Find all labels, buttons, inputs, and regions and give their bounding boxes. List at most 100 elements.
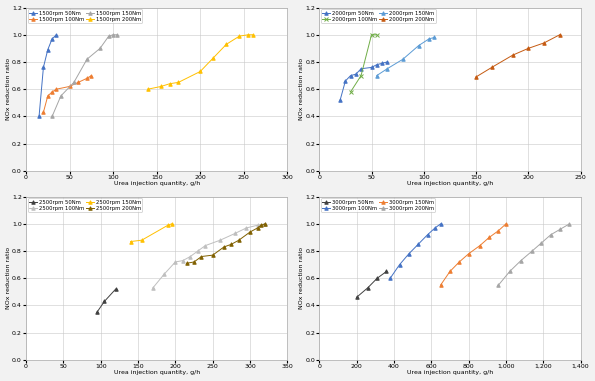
2000rpm 50Nm	[342, 79, 349, 83]
2500rpm 50Nm	[93, 310, 101, 315]
2500rpm 200Nm	[220, 245, 227, 249]
1500rpm 50Nm	[36, 114, 43, 118]
Line: 1500rpm 50Nm: 1500rpm 50Nm	[37, 33, 58, 118]
2000rpm 50Nm	[384, 60, 391, 64]
1500rpm 200Nm	[223, 42, 230, 46]
3000rpm 100Nm	[437, 222, 444, 226]
2000rpm 200Nm	[488, 65, 495, 70]
2000rpm 200Nm	[556, 32, 563, 37]
Line: 2000rpm 100Nm: 2000rpm 100Nm	[349, 33, 378, 94]
Y-axis label: NOx reduction ratio: NOx reduction ratio	[5, 247, 11, 309]
2500rpm 200Nm	[209, 253, 216, 258]
Line: 2500rpm 100Nm: 2500rpm 100Nm	[151, 222, 267, 290]
X-axis label: Urea injection quantity, g/h: Urea injection quantity, g/h	[114, 370, 200, 375]
1500rpm 200Nm	[175, 80, 182, 85]
1500rpm 50Nm	[40, 65, 47, 70]
1500rpm 200Nm	[236, 34, 243, 38]
2500rpm 100Nm	[243, 226, 250, 230]
1500rpm 150Nm	[83, 57, 90, 61]
Legend: 2000rpm 50Nm, 2000rpm 100Nm, 2000rpm 150Nm, 2000rpm 200Nm: 2000rpm 50Nm, 2000rpm 100Nm, 2000rpm 150…	[321, 9, 436, 23]
X-axis label: Urea injection quantity, g/h: Urea injection quantity, g/h	[407, 370, 493, 375]
Legend: 2500rpm 50Nm, 2500rpm 100Nm, 2500rpm 150Nm, 2500rpm 200Nm: 2500rpm 50Nm, 2500rpm 100Nm, 2500rpm 150…	[27, 198, 142, 212]
3000rpm 100Nm	[396, 263, 403, 267]
Y-axis label: NOx reduction ratio: NOx reduction ratio	[299, 58, 304, 120]
3000rpm 150Nm	[437, 283, 444, 287]
Line: 3000rpm 100Nm: 3000rpm 100Nm	[389, 222, 442, 280]
2500rpm 100Nm	[261, 222, 268, 226]
3000rpm 200Nm	[495, 283, 502, 287]
3000rpm 150Nm	[495, 228, 502, 233]
2500rpm 200Nm	[254, 226, 261, 230]
2500rpm 150Nm	[164, 223, 171, 227]
1500rpm 200Nm	[166, 82, 173, 86]
3000rpm 50Nm	[353, 295, 360, 299]
2500rpm 200Nm	[258, 223, 265, 227]
1500rpm 150Nm	[109, 32, 117, 37]
1500rpm 100Nm	[44, 94, 51, 98]
2000rpm 50Nm	[368, 65, 375, 70]
2500rpm 50Nm	[101, 299, 108, 304]
2000rpm 50Nm	[358, 66, 365, 71]
1500rpm 100Nm	[66, 84, 73, 89]
2500rpm 100Nm	[194, 249, 201, 253]
2500rpm 150Nm	[138, 238, 145, 242]
Line: 1500rpm 100Nm: 1500rpm 100Nm	[42, 74, 93, 114]
Line: 2000rpm 200Nm: 2000rpm 200Nm	[474, 33, 562, 78]
3000rpm 100Nm	[431, 226, 439, 230]
2000rpm 50Nm	[347, 73, 354, 78]
Line: 2000rpm 50Nm: 2000rpm 50Nm	[339, 60, 389, 102]
1500rpm 150Nm	[70, 80, 77, 85]
1500rpm 200Nm	[249, 32, 256, 37]
3000rpm 200Nm	[528, 249, 536, 253]
2500rpm 100Nm	[172, 260, 179, 264]
1500rpm 200Nm	[145, 87, 152, 91]
2000rpm 50Nm	[373, 62, 380, 67]
1500rpm 100Nm	[88, 73, 95, 78]
2500rpm 200Nm	[198, 254, 205, 259]
2000rpm 100Nm	[368, 32, 375, 37]
1500rpm 100Nm	[75, 80, 82, 85]
2000rpm 150Nm	[431, 35, 438, 40]
2500rpm 100Nm	[161, 272, 168, 277]
3000rpm 100Nm	[424, 232, 431, 237]
1500rpm 200Nm	[197, 69, 204, 74]
Line: 1500rpm 200Nm: 1500rpm 200Nm	[146, 33, 254, 91]
X-axis label: Urea injection quantity, g/h: Urea injection quantity, g/h	[114, 181, 200, 186]
Line: 2500rpm 200Nm: 2500rpm 200Nm	[185, 222, 267, 265]
2000rpm 150Nm	[384, 66, 391, 71]
2500rpm 100Nm	[202, 243, 209, 248]
2500rpm 50Nm	[112, 287, 119, 291]
3000rpm 100Nm	[415, 242, 422, 247]
3000rpm 200Nm	[517, 258, 524, 263]
2500rpm 100Nm	[217, 238, 224, 242]
3000rpm 150Nm	[476, 243, 483, 248]
2500rpm 200Nm	[261, 222, 268, 226]
3000rpm 150Nm	[486, 235, 493, 240]
1500rpm 50Nm	[53, 32, 60, 37]
2000rpm 100Nm	[347, 90, 354, 94]
Line: 2500rpm 150Nm: 2500rpm 150Nm	[129, 222, 173, 243]
1500rpm 150Nm	[57, 94, 64, 98]
2500rpm 100Nm	[149, 285, 156, 290]
2500rpm 100Nm	[254, 223, 261, 227]
1500rpm 150Nm	[96, 46, 104, 51]
2000rpm 200Nm	[525, 46, 532, 51]
2000rpm 150Nm	[373, 73, 380, 78]
1500rpm 100Nm	[83, 76, 90, 80]
2500rpm 100Nm	[187, 254, 194, 259]
1500rpm 200Nm	[210, 56, 217, 60]
2000rpm 150Nm	[425, 37, 433, 41]
2000rpm 150Nm	[415, 43, 422, 48]
3000rpm 100Nm	[387, 276, 394, 280]
1500rpm 150Nm	[105, 34, 112, 38]
3000rpm 150Nm	[446, 269, 453, 274]
2500rpm 150Nm	[127, 239, 134, 244]
2000rpm 100Nm	[373, 32, 380, 37]
2500rpm 200Nm	[235, 238, 242, 242]
3000rpm 200Nm	[556, 227, 563, 232]
2500rpm 200Nm	[246, 230, 253, 234]
2500rpm 100Nm	[231, 231, 239, 236]
3000rpm 200Nm	[566, 222, 573, 226]
2000rpm 150Nm	[399, 57, 406, 61]
3000rpm 150Nm	[502, 222, 509, 226]
